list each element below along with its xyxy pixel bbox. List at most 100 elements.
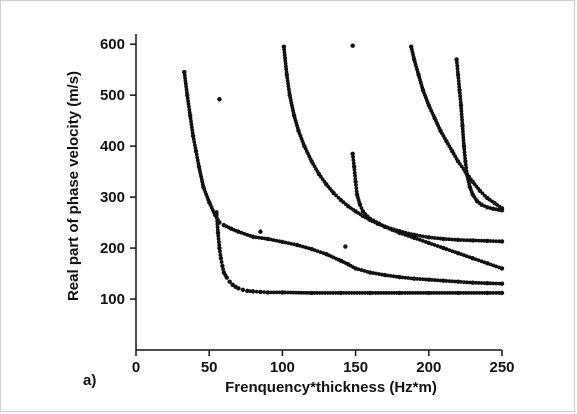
data-point [351, 164, 357, 169]
data-point-trace [386, 291, 391, 295]
data-point [250, 234, 256, 240]
data-point-trace [491, 239, 496, 244]
data-point-trace [432, 243, 437, 247]
data-point-trace [184, 87, 189, 92]
data-point-trace [215, 222, 220, 226]
data-point-trace [300, 244, 305, 249]
data-point-trace [429, 291, 434, 295]
data-point [309, 290, 314, 296]
data-point [218, 256, 224, 261]
data-point [224, 275, 229, 280]
data-point-trace [282, 50, 287, 55]
data-point-trace [494, 239, 499, 244]
data-point-trace [355, 291, 359, 295]
data-point-trace [289, 241, 294, 246]
data-point-trace [442, 291, 447, 295]
data-point-trace [216, 240, 221, 244]
data-point-trace [447, 279, 452, 283]
data-point-trace [459, 112, 464, 116]
data-point [350, 151, 355, 156]
data-point-trace [377, 272, 381, 276]
data-point [455, 72, 461, 77]
data-point-trace [464, 238, 469, 243]
data-point-trace [368, 216, 373, 221]
data-point-trace [435, 244, 440, 248]
data-point-trace [479, 281, 484, 285]
data-point-trace [429, 277, 434, 282]
data-point-trace [351, 155, 355, 159]
data-point-trace [195, 155, 200, 160]
data-point-trace [421, 239, 425, 243]
data-point-trace [410, 291, 415, 295]
x-tick-label: 50 [201, 359, 218, 376]
data-point-trace [461, 132, 465, 137]
data-point-trace [359, 268, 364, 272]
x-tick-label: 0 [132, 359, 140, 376]
data-point-trace [494, 264, 499, 269]
data-point-trace [402, 291, 407, 295]
data-point-trace [183, 81, 188, 86]
data-point-trace [450, 249, 455, 254]
data-point-trace [415, 276, 419, 281]
data-point-trace [283, 56, 287, 60]
data-point-trace [328, 291, 333, 295]
data-point-trace [413, 291, 418, 295]
data-point-trace [461, 291, 466, 295]
y-axis-title: Real part of phase velocity (m/s) [65, 71, 82, 301]
data-point [485, 238, 490, 244]
data-point-trace [284, 67, 289, 72]
data-point-trace [450, 279, 455, 284]
data-point-trace [374, 271, 378, 276]
data-point [245, 288, 250, 294]
data-point-trace [347, 291, 351, 295]
data-point [470, 238, 475, 243]
data-point [236, 286, 241, 291]
data-point-trace [285, 75, 290, 80]
y-tick-label: 400 [100, 138, 125, 155]
data-point-trace [457, 91, 462, 96]
data-point-trace [283, 240, 288, 245]
data-point-trace [371, 291, 375, 295]
data-point-trace [469, 291, 474, 295]
data-point-trace [381, 291, 386, 295]
series-6 [454, 57, 505, 213]
data-point-trace [303, 245, 308, 250]
data-point-trace [304, 290, 309, 295]
data-point-trace [457, 85, 462, 89]
data-point [426, 277, 431, 282]
data-point [258, 289, 263, 295]
data-point-trace [183, 78, 188, 83]
data-point-trace [385, 273, 390, 278]
data-point-trace [351, 158, 356, 163]
data-point [499, 208, 505, 213]
data-point-trace [435, 278, 440, 283]
data-point-trace [245, 232, 250, 237]
data-point-trace [459, 115, 464, 119]
data-point-trace [352, 167, 357, 172]
data-point-trace [463, 162, 468, 167]
data-point-trace [354, 183, 358, 187]
y-tick-label: 100 [100, 291, 125, 308]
data-point-trace [215, 219, 220, 224]
data-point [250, 289, 256, 294]
data-point-trace [491, 291, 496, 295]
data-point-trace [318, 250, 323, 255]
data-point-trace [445, 291, 450, 295]
data-point-trace [187, 107, 192, 112]
data-point [458, 103, 464, 108]
data-point-trace [186, 99, 190, 103]
data-point-trace [389, 291, 394, 295]
x-tick-label: 250 [489, 359, 514, 376]
data-point [454, 57, 459, 62]
data-point-trace [432, 291, 437, 295]
data-point-trace [459, 109, 464, 114]
data-point-trace [488, 239, 493, 243]
data-point-trace [376, 291, 381, 295]
data-point-trace [463, 156, 468, 161]
data-point-trace [362, 268, 367, 273]
data-point-trace [341, 291, 346, 295]
data-point-trace [356, 267, 361, 272]
data-point-trace [333, 291, 338, 295]
data-point-trace [480, 291, 484, 295]
data-point-trace [458, 100, 463, 105]
